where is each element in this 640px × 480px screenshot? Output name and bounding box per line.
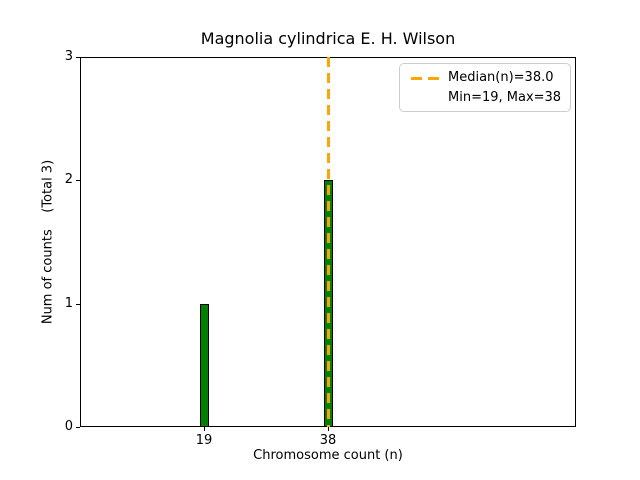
legend-label-minmax: Min=19, Max=38 — [448, 90, 562, 105]
chart-title: Magnolia cylindrica E. H. Wilson — [200, 29, 456, 48]
y-tick-mark-3 — [76, 57, 80, 58]
legend: Median(n)=38.0 Min=19, Max=38 — [399, 63, 571, 112]
y-tick-label-0: 0 — [64, 419, 73, 434]
x-tick-label-38: 38 — [319, 433, 337, 448]
legend-label-median: Median(n)=38.0 — [448, 70, 554, 85]
legend-text: Median(n)=38.0 Min=19, Max=38 — [448, 68, 561, 108]
y-tick-mark-2 — [76, 180, 80, 182]
orange-dashed-line-icon — [411, 77, 439, 80]
x-tick-mark-38 — [328, 427, 329, 431]
y-tick-label-2: 2 — [64, 172, 73, 188]
x-tick-mark-19 — [204, 427, 205, 431]
y-tick-mark-1 — [76, 303, 80, 305]
y-tick-label-1: 1 — [64, 295, 73, 311]
x-axis-label: Chromosome count (n) — [253, 448, 403, 463]
bar-19 — [199, 303, 209, 427]
y-tick-mark-0 — [76, 427, 80, 428]
x-tick-label-19: 19 — [195, 433, 213, 448]
median-line — [326, 57, 330, 427]
y-tick-label-3: 3 — [64, 49, 73, 64]
